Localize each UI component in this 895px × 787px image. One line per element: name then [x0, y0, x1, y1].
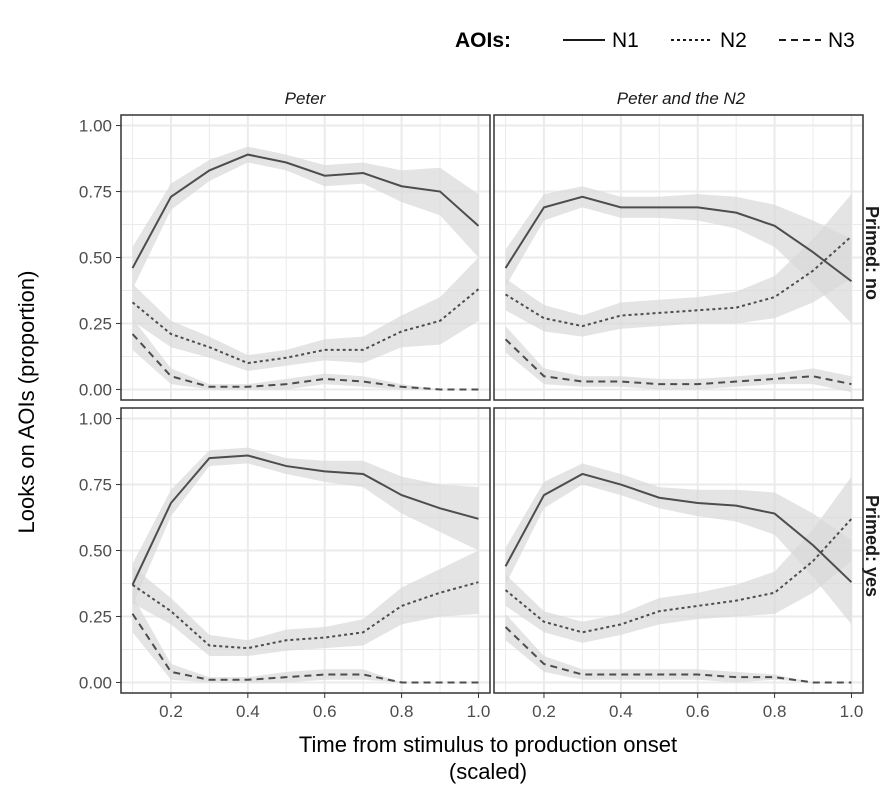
x-tick-label: 0.6: [686, 702, 710, 721]
y-tick-label: 0.50: [79, 249, 112, 268]
ribbon-n1: [132, 447, 479, 606]
legend: AOIs: N1 N2 N3: [455, 29, 855, 52]
series-line-n1: [131, 454, 479, 586]
legend-title: AOIs:: [455, 29, 511, 52]
series-line-n2: [131, 581, 479, 650]
x-tick-label: 1.0: [467, 702, 491, 721]
y-tick-label: 0.00: [79, 673, 112, 692]
x-tick-label: 0.8: [390, 702, 414, 721]
ribbon-n1: [505, 463, 852, 625]
x-tick-label: 0.4: [236, 702, 260, 721]
x-axis-title-line2: (scaled): [449, 759, 527, 784]
series-line-n1: [504, 195, 853, 283]
ribbon-n2: [132, 550, 479, 657]
facet-panels: 0.000.250.500.751.000.000.250.500.751.00…: [79, 114, 864, 721]
series-line-n3: [131, 333, 479, 391]
x-tick-label: 0.6: [313, 702, 337, 721]
y-tick-label: 0.75: [79, 476, 112, 495]
x-axis-title-line1: Time from stimulus to production onset: [299, 732, 677, 757]
ribbon-n2: [132, 257, 479, 371]
panel-1-0: 0.00 0.25 0.50 0.75 1.00 0.2 0.4 0.6 0.8 1.0: [79, 407, 491, 721]
strip-col-1: Peter and the N2: [617, 89, 746, 108]
y-axis-title: Looks on AOIs (proportion): [14, 271, 39, 534]
panel-0-0: 0.00 0.25 0.50 0.75 1.00: [79, 114, 491, 401]
y-tick-label: 0.75: [79, 183, 112, 202]
ribbon-n3: [505, 326, 852, 393]
strip-col-0: Peter: [285, 89, 327, 108]
series-line-n1: [504, 472, 853, 583]
strip-row-1: Primed: yes: [862, 495, 882, 597]
y-tick-label: 0.00: [79, 380, 112, 399]
x-tick-label: 0.8: [763, 702, 787, 721]
y-tick-label: 0.25: [79, 314, 112, 333]
x-tick-label: 0.2: [532, 702, 556, 721]
ribbon-n2: [505, 194, 852, 337]
y-tick-label: 0.50: [79, 542, 112, 561]
series-line-n3: [131, 613, 479, 684]
series-line-n1: [131, 153, 480, 269]
y-tick-label: 1.00: [79, 117, 112, 136]
series-line-n3: [504, 338, 852, 386]
x-tick-label: 0.2: [159, 702, 183, 721]
panel-0-1: [493, 114, 864, 401]
panel-border: [493, 407, 864, 694]
legend-label-n3: N3: [828, 29, 855, 52]
y-tick-label: 0.25: [79, 607, 112, 626]
x-tick-label: 0.4: [609, 702, 633, 721]
ribbon-n2: [505, 476, 852, 643]
ribbon-n1: [505, 186, 852, 324]
ribbon-n3: [132, 595, 479, 683]
legend-label-n1: N1: [612, 29, 639, 52]
panel-border: [493, 114, 864, 401]
series-line-n2: [504, 518, 853, 634]
series-line-n3: [504, 626, 852, 684]
series-line-n2: [505, 235, 853, 328]
panel-1-1: 0.2 0.4 0.6 0.8 1.0: [493, 407, 864, 721]
x-tick-label: 1.0: [840, 702, 864, 721]
strip-row-0: Primed: no: [862, 206, 882, 300]
legend-label-n2: N2: [720, 29, 747, 52]
y-tick-label: 1.00: [79, 410, 112, 429]
